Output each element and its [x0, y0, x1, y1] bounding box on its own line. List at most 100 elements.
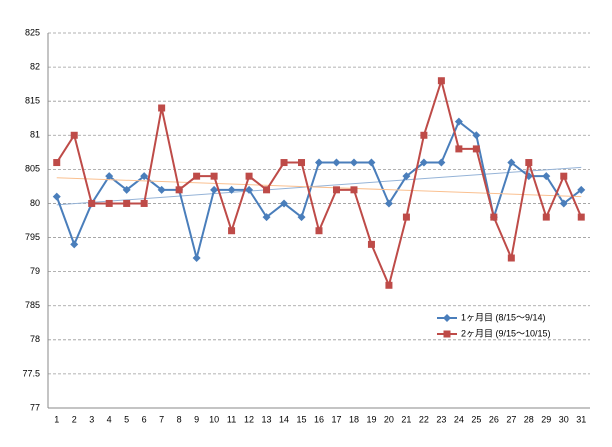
point	[175, 186, 183, 194]
point	[525, 159, 533, 167]
point	[140, 172, 149, 181]
x-tick-label: 18	[349, 414, 359, 424]
point	[123, 199, 131, 207]
point	[210, 185, 219, 194]
y-tick-label: 77	[30, 402, 40, 412]
x-tick-label: 29	[541, 414, 551, 424]
point	[367, 240, 375, 248]
point	[542, 213, 550, 221]
point	[122, 185, 131, 194]
legend-marker	[443, 314, 451, 322]
point	[542, 172, 551, 181]
point	[385, 281, 393, 289]
point	[454, 117, 463, 126]
x-tick-label: 22	[419, 414, 429, 424]
point	[88, 199, 96, 207]
x-tick-label: 10	[209, 414, 219, 424]
point	[105, 199, 113, 207]
point	[384, 199, 393, 208]
y-tick-label: 81	[30, 130, 40, 140]
y-tick-label: 80	[30, 198, 40, 208]
point	[472, 145, 480, 153]
x-tick-label: 13	[262, 414, 272, 424]
point	[472, 131, 481, 140]
x-tick-label: 28	[524, 414, 534, 424]
y-tick-label: 79	[30, 266, 40, 276]
x-tick-label: 1	[54, 414, 59, 424]
y-tick-label: 795	[25, 232, 40, 242]
x-tick-label: 30	[559, 414, 569, 424]
x-tick-label: 27	[506, 414, 516, 424]
point	[52, 192, 61, 201]
x-tick-label: 3	[89, 414, 94, 424]
point	[280, 159, 288, 167]
point	[263, 186, 271, 194]
point	[193, 172, 201, 180]
x-tick-label: 4	[107, 414, 112, 424]
x-tick-label: 9	[194, 414, 199, 424]
y-tick-label: 785	[25, 300, 40, 310]
point	[332, 186, 340, 194]
point	[577, 185, 586, 194]
point	[70, 240, 79, 249]
y-tick-label: 77.5	[22, 368, 40, 378]
point	[105, 172, 114, 181]
x-tick-label: 17	[331, 414, 341, 424]
x-tick-label: 7	[159, 414, 164, 424]
point	[315, 227, 323, 235]
point	[560, 172, 568, 180]
x-tick-label: 16	[314, 414, 324, 424]
point	[262, 213, 271, 222]
trendline	[56, 177, 582, 198]
point	[280, 199, 289, 208]
point	[332, 158, 341, 167]
point	[507, 254, 515, 262]
point	[245, 172, 253, 180]
point	[402, 213, 410, 221]
x-tick-label: 26	[489, 414, 499, 424]
point	[402, 172, 411, 181]
point	[577, 213, 585, 221]
legend-label: 1ヶ月目 (8/15～9/14)	[461, 312, 546, 322]
x-tick-label: 23	[436, 414, 446, 424]
x-tick-label: 19	[366, 414, 376, 424]
x-tick-label: 6	[142, 414, 147, 424]
point	[228, 227, 236, 235]
point	[140, 199, 148, 207]
legend-marker	[443, 330, 451, 338]
x-tick-label: 15	[297, 414, 307, 424]
point	[507, 158, 516, 167]
point	[437, 77, 445, 85]
y-tick-label: 78	[30, 334, 40, 344]
point	[437, 158, 446, 167]
point	[490, 213, 498, 221]
x-tick-label: 20	[384, 414, 394, 424]
point	[419, 158, 428, 167]
point	[315, 158, 323, 167]
x-tick-label: 14	[279, 414, 289, 424]
point	[420, 131, 428, 139]
y-tick-label: 825	[25, 27, 40, 37]
x-tick-label: 31	[576, 414, 586, 424]
x-tick-label: 24	[454, 414, 464, 424]
x-tick-label: 8	[177, 414, 182, 424]
x-tick-label: 21	[401, 414, 411, 424]
x-tick-label: 12	[244, 414, 254, 424]
y-tick-label: 805	[25, 164, 40, 174]
x-tick-label: 25	[471, 414, 481, 424]
y-tick-label: 815	[25, 96, 40, 106]
point	[298, 159, 306, 167]
point	[227, 185, 236, 194]
x-tick-label: 2	[72, 414, 77, 424]
point	[559, 199, 568, 208]
y-tick-label: 82	[30, 61, 40, 71]
point	[297, 213, 306, 222]
point	[349, 158, 358, 167]
x-tick-label: 5	[124, 414, 129, 424]
point	[192, 254, 201, 262]
point	[158, 104, 166, 112]
point	[70, 131, 78, 139]
x-tick-label: 11	[227, 414, 236, 424]
legend-label: 2ヶ月目 (9/15～10/15)	[461, 328, 551, 338]
